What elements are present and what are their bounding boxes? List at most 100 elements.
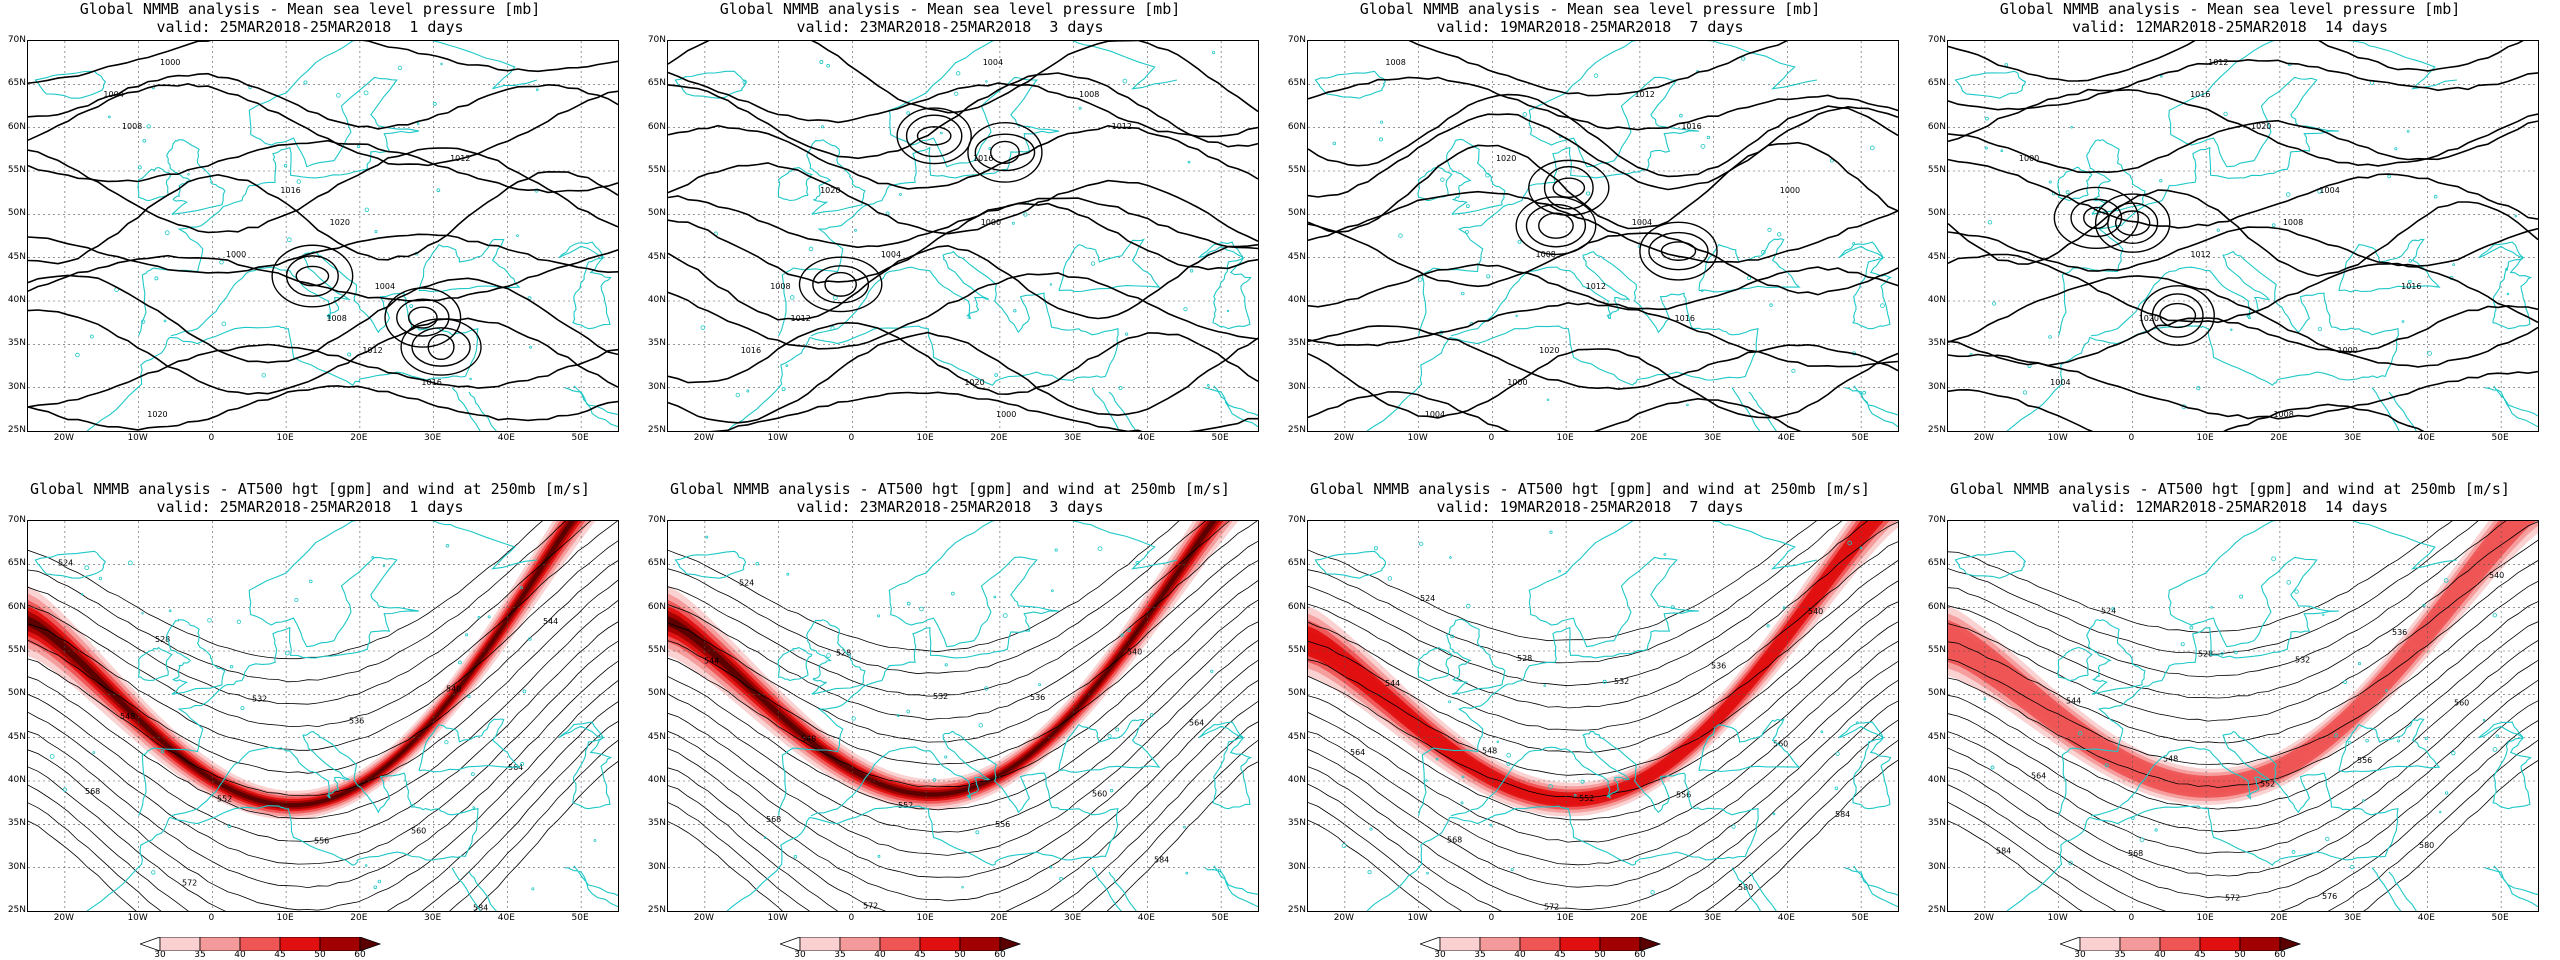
panel-valid-period: valid: 12MAR2018-25MAR2018 14 days bbox=[2071, 18, 2389, 36]
colorbar-tick-label: 40 bbox=[1514, 950, 1526, 960]
lat-tick-label: 40N bbox=[7, 295, 26, 305]
lon-tick-label: 10W bbox=[2047, 913, 2068, 923]
lat-tick-label: 45N bbox=[1287, 731, 1306, 742]
contour-label: 584 bbox=[1154, 855, 1169, 864]
isobar-label: 1000 bbox=[226, 250, 246, 259]
panel-title: Global NMMB analysis - Mean sea level pr… bbox=[79, 0, 541, 18]
coastline bbox=[674, 521, 1258, 911]
isobar-label: 1020 bbox=[820, 186, 840, 195]
map-frame: 524 528 532 536 540 544 548 552 556 560 564 568 572 5… bbox=[1947, 520, 2539, 912]
lat-tick-label: 25N bbox=[7, 425, 26, 435]
isobar-label: 1000 bbox=[1780, 186, 1800, 195]
lat-tick-label: 50N bbox=[7, 208, 26, 219]
lat-tick-label: 25N bbox=[1927, 905, 1946, 915]
isobar-label: 1000 bbox=[981, 218, 1001, 227]
isobars: 1012 1016 1020 1000 1004 1008 1012 1016 1020 1000… bbox=[1948, 41, 2538, 431]
colorbar-tick-label: 40 bbox=[234, 950, 246, 960]
lon-tick-label: 30E bbox=[1064, 433, 1082, 443]
colorbar-tick-label: 45 bbox=[274, 950, 286, 960]
lat-tick-label: 35N bbox=[1927, 818, 1946, 829]
panel-title: Global NMMB analysis - AT500 hgt [gpm] a… bbox=[1950, 480, 2510, 498]
lat-tick-label: 60N bbox=[1287, 121, 1306, 132]
lon-tick-label: 10E bbox=[916, 913, 934, 923]
lon-tick-label: 30E bbox=[2344, 433, 2362, 443]
lon-tick-label: 10E bbox=[1556, 433, 1574, 443]
lon-tick-label: 20W bbox=[53, 433, 75, 443]
lon-tick-label: 20E bbox=[2270, 433, 2288, 443]
panel-valid-period: valid: 23MAR2018-25MAR2018 3 days bbox=[796, 18, 1104, 36]
colorbar-tick-label: 40 bbox=[874, 950, 886, 960]
lat-tick-label: 55N bbox=[1927, 165, 1946, 175]
contour-label: 564 bbox=[2031, 772, 2046, 781]
contour-label: 524 bbox=[2101, 607, 2116, 616]
lat-tick-label: 65N bbox=[1927, 558, 1946, 569]
contour-label: 536 bbox=[1711, 662, 1726, 671]
contour-label: 536 bbox=[2392, 628, 2407, 637]
panel-title: Global NMMB analysis - Mean sea level pr… bbox=[719, 0, 1181, 18]
isobar-label: 1008 bbox=[2273, 410, 2293, 419]
lon-tick-label: 50E bbox=[571, 433, 589, 443]
lon-tick-label: 20E bbox=[350, 913, 368, 923]
isobar-label: 1016 bbox=[421, 378, 441, 387]
lon-tick-label: 20W bbox=[53, 913, 75, 923]
height-contours: 524 528 532 536 540 544 548 552 556 560 564 568 572 5… bbox=[668, 521, 1258, 911]
lat-tick-label: 60N bbox=[647, 121, 666, 132]
lat-tick-label: 40N bbox=[1287, 295, 1306, 305]
isobar-label: 1004 bbox=[103, 90, 123, 99]
isobars: 1000 1004 1008 1012 1016 1020 1000 1004 1008 1012… bbox=[28, 41, 618, 431]
lat-tick-label: 70N bbox=[7, 35, 26, 45]
contour-label: 528 bbox=[155, 635, 170, 644]
lon-tick-label: 30E bbox=[1704, 433, 1722, 443]
lon-tick-label: 0 bbox=[1488, 433, 1495, 443]
colorbar-tick-label: 45 bbox=[2194, 950, 2206, 960]
lon-tick-label: 0 bbox=[208, 913, 215, 923]
isobar-label: 1020 bbox=[964, 378, 984, 387]
lat-tick-label: 35N bbox=[7, 818, 26, 829]
colorbar-tick-label: 45 bbox=[914, 950, 926, 960]
wind-shading bbox=[1948, 521, 2538, 805]
lon-tick-label: 40E bbox=[1777, 433, 1795, 443]
lat-tick-label: 45N bbox=[7, 251, 26, 262]
lat-tick-label: 35N bbox=[647, 338, 666, 349]
contour-label: 572 bbox=[2225, 893, 2240, 902]
lat-tick-label: 40N bbox=[647, 775, 666, 785]
panel-valid-period: valid: 25MAR2018-25MAR2018 1 days bbox=[156, 498, 464, 516]
isobar-label: 1020 bbox=[1539, 346, 1559, 355]
colorbar-tick-label: 60 bbox=[2274, 950, 2286, 960]
map-frame: 524 528 532 536 540 544 548 552 556 560 564 568 572 5… bbox=[27, 520, 619, 912]
wind-colorbar bbox=[1420, 937, 1662, 951]
lat-tick-label: 25N bbox=[1927, 425, 1946, 435]
lon-tick-label: 40E bbox=[497, 913, 515, 923]
isobar-label: 1016 bbox=[1681, 122, 1701, 131]
map-frame: 1012 1016 1020 1000 1004 1008 1012 1016 1020 1000… bbox=[1947, 40, 2539, 432]
lat-tick-label: 70N bbox=[1927, 35, 1946, 45]
isobar-label: 1008 bbox=[1079, 90, 1099, 99]
lat-tick-label: 55N bbox=[647, 165, 666, 175]
lon-tick-label: 20E bbox=[2270, 913, 2288, 923]
contour-label: 580 bbox=[2419, 841, 2434, 850]
map-panel-mslp-1: Global NMMB analysis - Mean sea level pr… bbox=[0, 0, 620, 470]
contour-label: 524 bbox=[739, 578, 754, 587]
contour-label: 552 bbox=[217, 795, 232, 804]
contour-label: 568 bbox=[1447, 836, 1462, 845]
lat-tick-label: 60N bbox=[1927, 601, 1946, 612]
colorbar-tick-label: 35 bbox=[194, 950, 206, 960]
lat-tick-label: 65N bbox=[1927, 78, 1946, 89]
map-panel-mslp-4: Global NMMB analysis - Mean sea level pr… bbox=[1920, 0, 2540, 470]
lon-tick-label: 50E bbox=[2491, 913, 2509, 923]
lat-tick-label: 55N bbox=[7, 645, 26, 655]
lat-tick-label: 55N bbox=[1287, 165, 1306, 175]
contour-label: 528 bbox=[836, 649, 851, 658]
contour-label: 532 bbox=[933, 692, 948, 701]
lat-tick-label: 40N bbox=[647, 295, 666, 305]
lat-tick-label: 30N bbox=[7, 381, 26, 392]
contour-label: 548 bbox=[801, 735, 816, 744]
lat-tick-label: 40N bbox=[7, 775, 26, 785]
lat-tick-label: 40N bbox=[1287, 775, 1306, 785]
colorbar-tick-label: 35 bbox=[2114, 950, 2126, 960]
isobar-label: 1004 bbox=[2050, 378, 2070, 387]
contour-label: 528 bbox=[2198, 649, 2213, 658]
lon-tick-label: 10E bbox=[916, 433, 934, 443]
lat-tick-label: 45N bbox=[7, 731, 26, 742]
colorbar-tick-label: 35 bbox=[834, 950, 846, 960]
